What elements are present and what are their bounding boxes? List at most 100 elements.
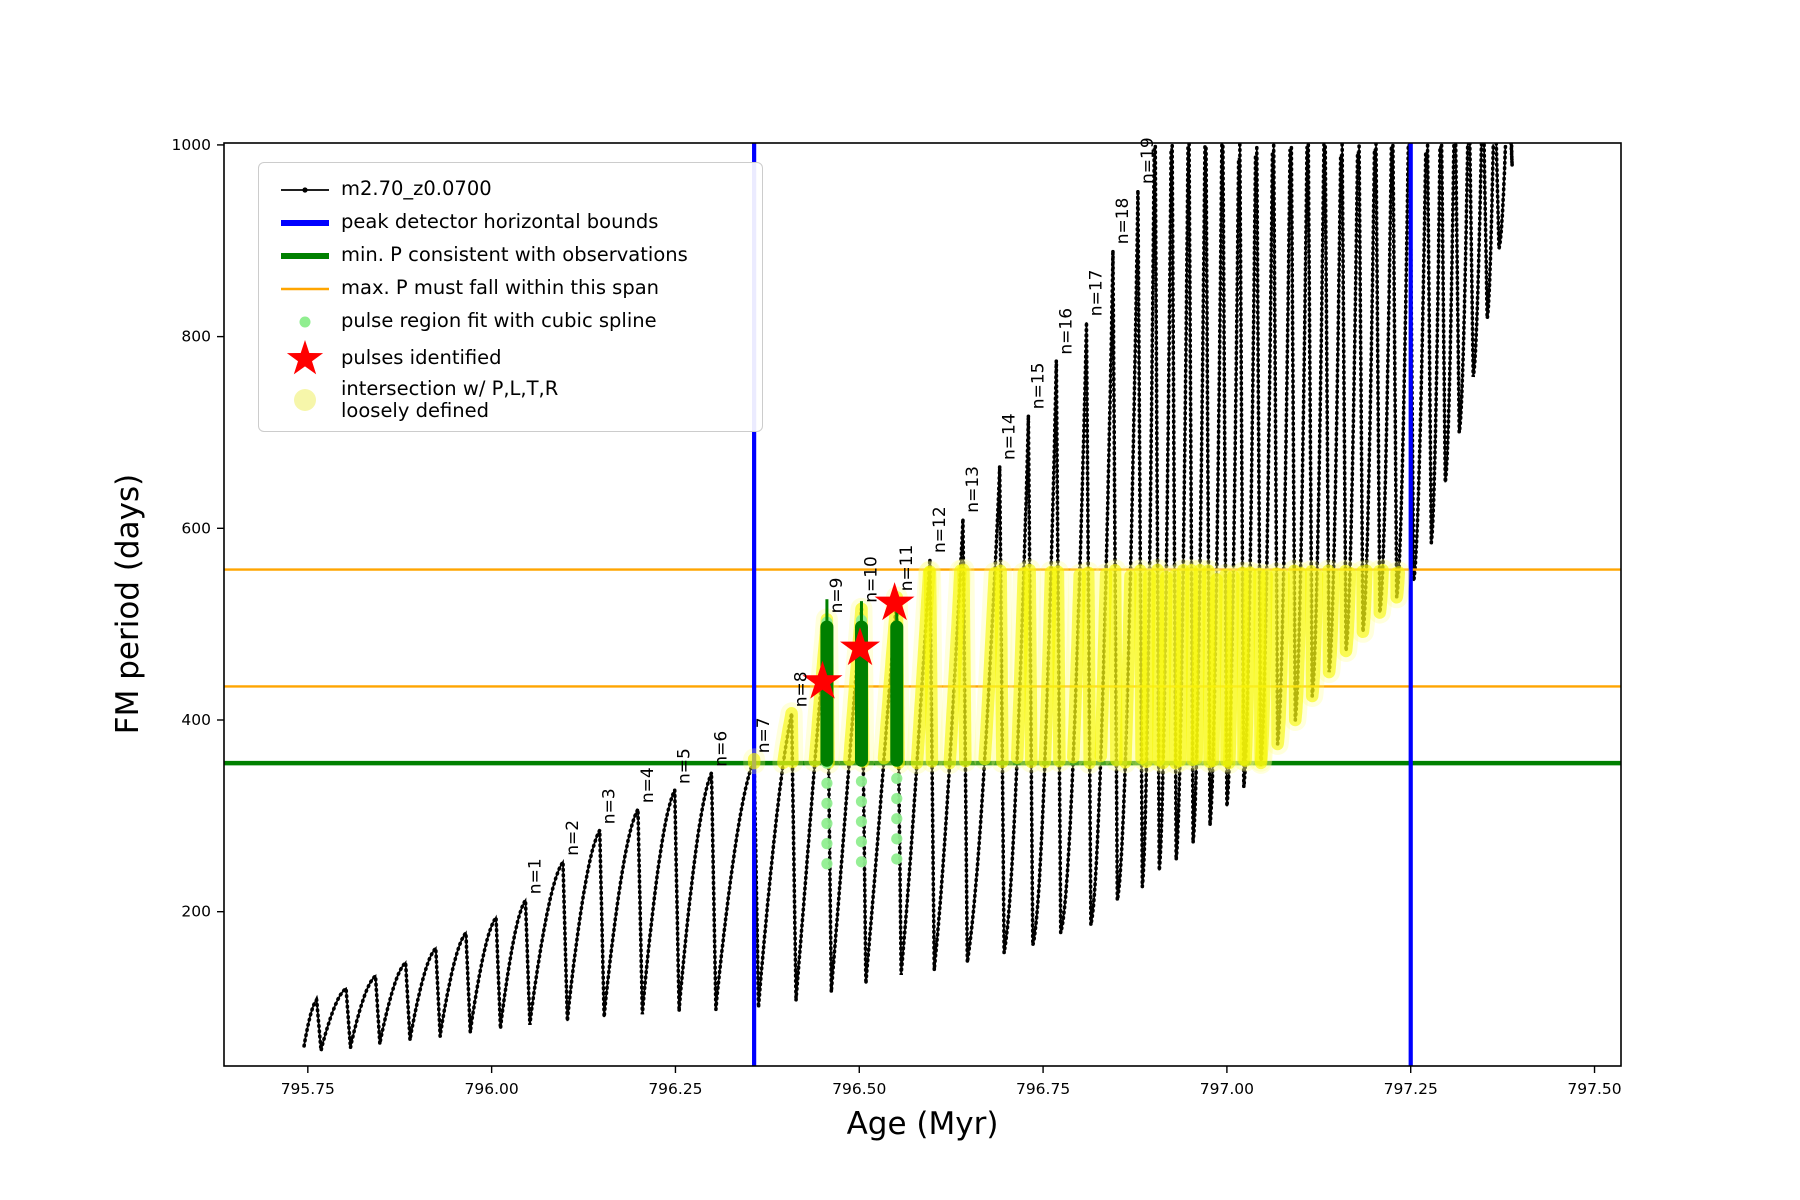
y-tick-label: 800 [181, 328, 211, 346]
red-star-marker-icon [269, 338, 341, 378]
pale-yellow-dot-marker-icon [269, 378, 341, 422]
legend-item-intersection: intersection w/ P,L,T,R loosely defined [269, 377, 748, 423]
intersection-run [957, 563, 972, 768]
legend: m2.70_z0.0700 peak detector horizontal b… [258, 162, 763, 432]
pulse-n-label: n=5 [675, 748, 695, 784]
spline-region-dot [891, 853, 903, 865]
intersection-run [1270, 567, 1290, 751]
intersection-run [1254, 569, 1273, 770]
x-tick-label: 797.00 [1200, 1080, 1254, 1098]
intersection-run [1356, 564, 1373, 639]
intersection-run [1239, 566, 1257, 767]
intersection-run [1322, 564, 1340, 679]
spline-region-dot [855, 836, 868, 848]
spline-region-dot [821, 817, 833, 830]
intersection-run [923, 565, 939, 768]
intersection-run [1339, 564, 1357, 658]
pulse-n-label: n=14 [1000, 413, 1020, 460]
intersection-run [1082, 566, 1096, 770]
intersection-run [1094, 568, 1113, 763]
pulse-n-label: n=17 [1087, 270, 1107, 317]
x-tick-label: 796.00 [465, 1080, 519, 1098]
intersection-run [1140, 569, 1156, 769]
spline-region-dot [821, 797, 833, 809]
pulse-star [874, 582, 915, 621]
x-tick-label: 796.75 [1016, 1080, 1070, 1098]
pulse-n-label: n=12 [930, 506, 950, 553]
legend-item-peak-bounds: peak detector horizontal bounds [269, 206, 748, 239]
legend-item-track: m2.70_z0.0700 [269, 173, 748, 206]
pulse-n-label: n=2 [563, 820, 583, 856]
legend-label: peak detector horizontal bounds [341, 210, 659, 234]
spline-region-dot [891, 833, 903, 845]
blue-line-marker-icon [269, 210, 341, 236]
legend-item-pulses-identified: pulses identified [269, 338, 748, 378]
pulse-n-label: n=6 [712, 731, 732, 767]
intersection-run [1108, 564, 1123, 767]
pulse-n-label: n=10 [862, 556, 882, 603]
x-axis-label: Age (Myr) [846, 1106, 999, 1142]
plot-clip-group [224, 143, 1621, 1066]
pulse-n-label: n=8 [792, 671, 812, 707]
legend-label: max. P must fall within this span [341, 276, 660, 300]
intersection-run [1173, 564, 1190, 767]
lightgreen-dot-marker-icon [269, 309, 341, 335]
y-tick-label: 1000 [172, 136, 211, 154]
intersection-run [1373, 563, 1389, 619]
y-tick-label: 200 [181, 903, 211, 921]
pulse-star [840, 627, 880, 666]
pulse-n-label: n=9 [827, 578, 847, 614]
intersection-run [978, 566, 1002, 766]
pulse-n-label: n=16 [1056, 308, 1076, 355]
intersection-run [1119, 569, 1137, 769]
orange-line-marker-icon [269, 276, 341, 302]
pulse-n-label: n=15 [1028, 363, 1048, 410]
spline-region-dot [891, 813, 903, 825]
pulse-n-label: n=11 [897, 545, 917, 592]
pulse-n-label: n=19 [1138, 137, 1158, 184]
pulse-n-label: n=18 [1113, 198, 1133, 245]
intersection-run [1206, 573, 1223, 767]
intersection-run [1305, 565, 1324, 703]
intersection-run [994, 564, 1009, 769]
pulse-n-label: n=4 [638, 767, 658, 803]
spline-region-dot [855, 856, 868, 868]
intersection-run [777, 707, 799, 770]
intersection-run [1023, 563, 1038, 769]
legend-label: m2.70_z0.0700 [341, 177, 492, 201]
spline-region-dot [855, 795, 868, 808]
green-line-marker-icon [269, 243, 341, 269]
intersection-run [1156, 570, 1173, 770]
spline-region-dot [855, 775, 868, 787]
legend-item-max-p: max. P must fall within this span [269, 272, 748, 305]
legend-item-spline-region: pulse region fit with cubic spline [269, 305, 748, 338]
spline-region-dot [891, 772, 903, 785]
y-axis-label: FM period (days) [110, 473, 146, 735]
y-tick-label: 600 [181, 519, 211, 537]
x-tick-label: 796.50 [832, 1080, 886, 1098]
intersection-run [1288, 564, 1307, 727]
spline-region-dot [821, 777, 833, 789]
pulse-n-label: n=3 [600, 788, 620, 824]
intersection-run [1051, 565, 1066, 768]
intersection-run [1222, 570, 1240, 770]
x-tick-label: 797.25 [1384, 1080, 1438, 1098]
spline-region-dot [821, 838, 833, 850]
pulse-n-label: n=1 [526, 858, 546, 894]
y-tick-label: 400 [181, 711, 211, 729]
pulse-n-label: n=13 [963, 466, 983, 513]
x-tick-label: 795.75 [281, 1080, 335, 1098]
intersection-run [1067, 568, 1086, 764]
legend-item-min-p: min. P consistent with observations [269, 239, 748, 272]
legend-label: pulses identified [341, 345, 502, 369]
spline-region-dot [891, 792, 903, 805]
pulse-star [802, 660, 843, 699]
pulse-n-label: n=7 [754, 717, 774, 753]
intersection-run [1190, 563, 1207, 765]
x-tick-label: 796.25 [648, 1080, 702, 1098]
x-tick-label: 797.50 [1567, 1080, 1621, 1098]
legend-label: intersection w/ P,L,T,R loosely defined [341, 377, 559, 423]
intersection-run [1010, 567, 1031, 764]
intersection-run [1038, 565, 1058, 769]
